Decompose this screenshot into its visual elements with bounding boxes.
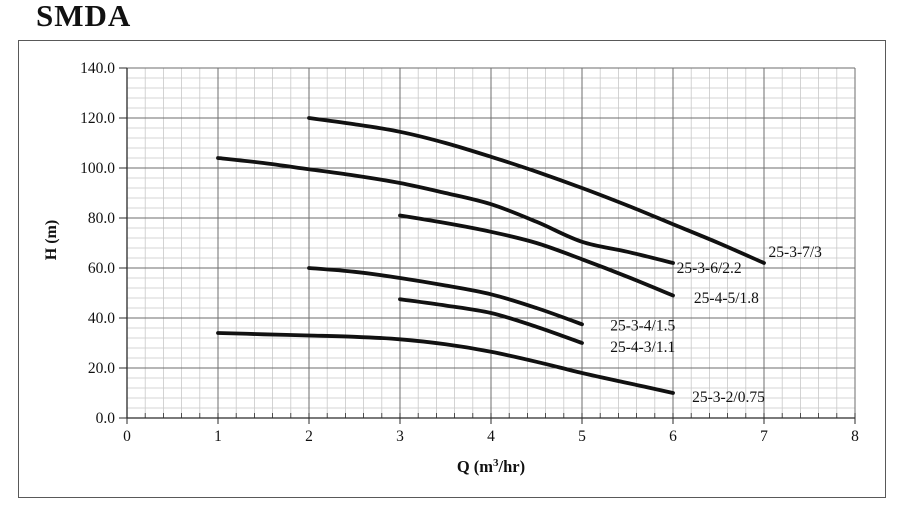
page-title: SMDA <box>36 0 132 33</box>
x-tick-label: 2 <box>305 428 313 445</box>
x-tick-label: 5 <box>578 428 586 445</box>
x-tick-label: 4 <box>487 428 495 445</box>
curve-25-4-3/1.1 <box>398 297 584 345</box>
curve-label-25-3-6/2.2: 25-3-6/2.2 <box>677 260 742 277</box>
y-tick-label: 120.0 <box>80 110 115 127</box>
curve-label-25-3-7/3: 25-3-7/3 <box>769 244 823 261</box>
y-tick-label: 80.0 <box>88 210 115 227</box>
x-tick-label: 6 <box>669 428 677 445</box>
curve-25-3-7/3 <box>307 116 766 265</box>
curve-25-3-4/1.5 <box>307 266 584 327</box>
x-tick-label: 8 <box>851 428 859 445</box>
y-tick-label: 60.0 <box>88 260 115 277</box>
y-tick-label: 20.0 <box>88 360 115 377</box>
y-tick-label: 40.0 <box>88 310 115 327</box>
x-tick-label: 7 <box>760 428 768 445</box>
y-tick-label: 0.0 <box>96 410 116 427</box>
x-axis-title: Q (m3/hr) <box>457 457 525 476</box>
curve-label-25-4-5/1.8: 25-4-5/1.8 <box>694 290 759 307</box>
x-tick-label: 1 <box>214 428 222 445</box>
curve-25-3-6/2.2 <box>216 156 675 265</box>
y-tick-label: 100.0 <box>80 160 115 177</box>
curve-25-4-5/1.8 <box>398 213 675 298</box>
y-axis-title: H (m) <box>43 220 60 260</box>
x-tick-label: 0 <box>123 428 131 445</box>
x-tick-label: 3 <box>396 428 404 445</box>
chart-frame <box>18 40 886 498</box>
y-tick-label: 140.0 <box>80 60 115 77</box>
curve-label-25-3-2/0.75: 25-3-2/0.75 <box>692 389 765 406</box>
curve-label-25-3-4/1.5: 25-3-4/1.5 <box>610 318 675 335</box>
curve-label-25-4-3/1.1: 25-4-3/1.1 <box>610 339 675 356</box>
curve-25-3-2/0.75 <box>216 331 675 395</box>
